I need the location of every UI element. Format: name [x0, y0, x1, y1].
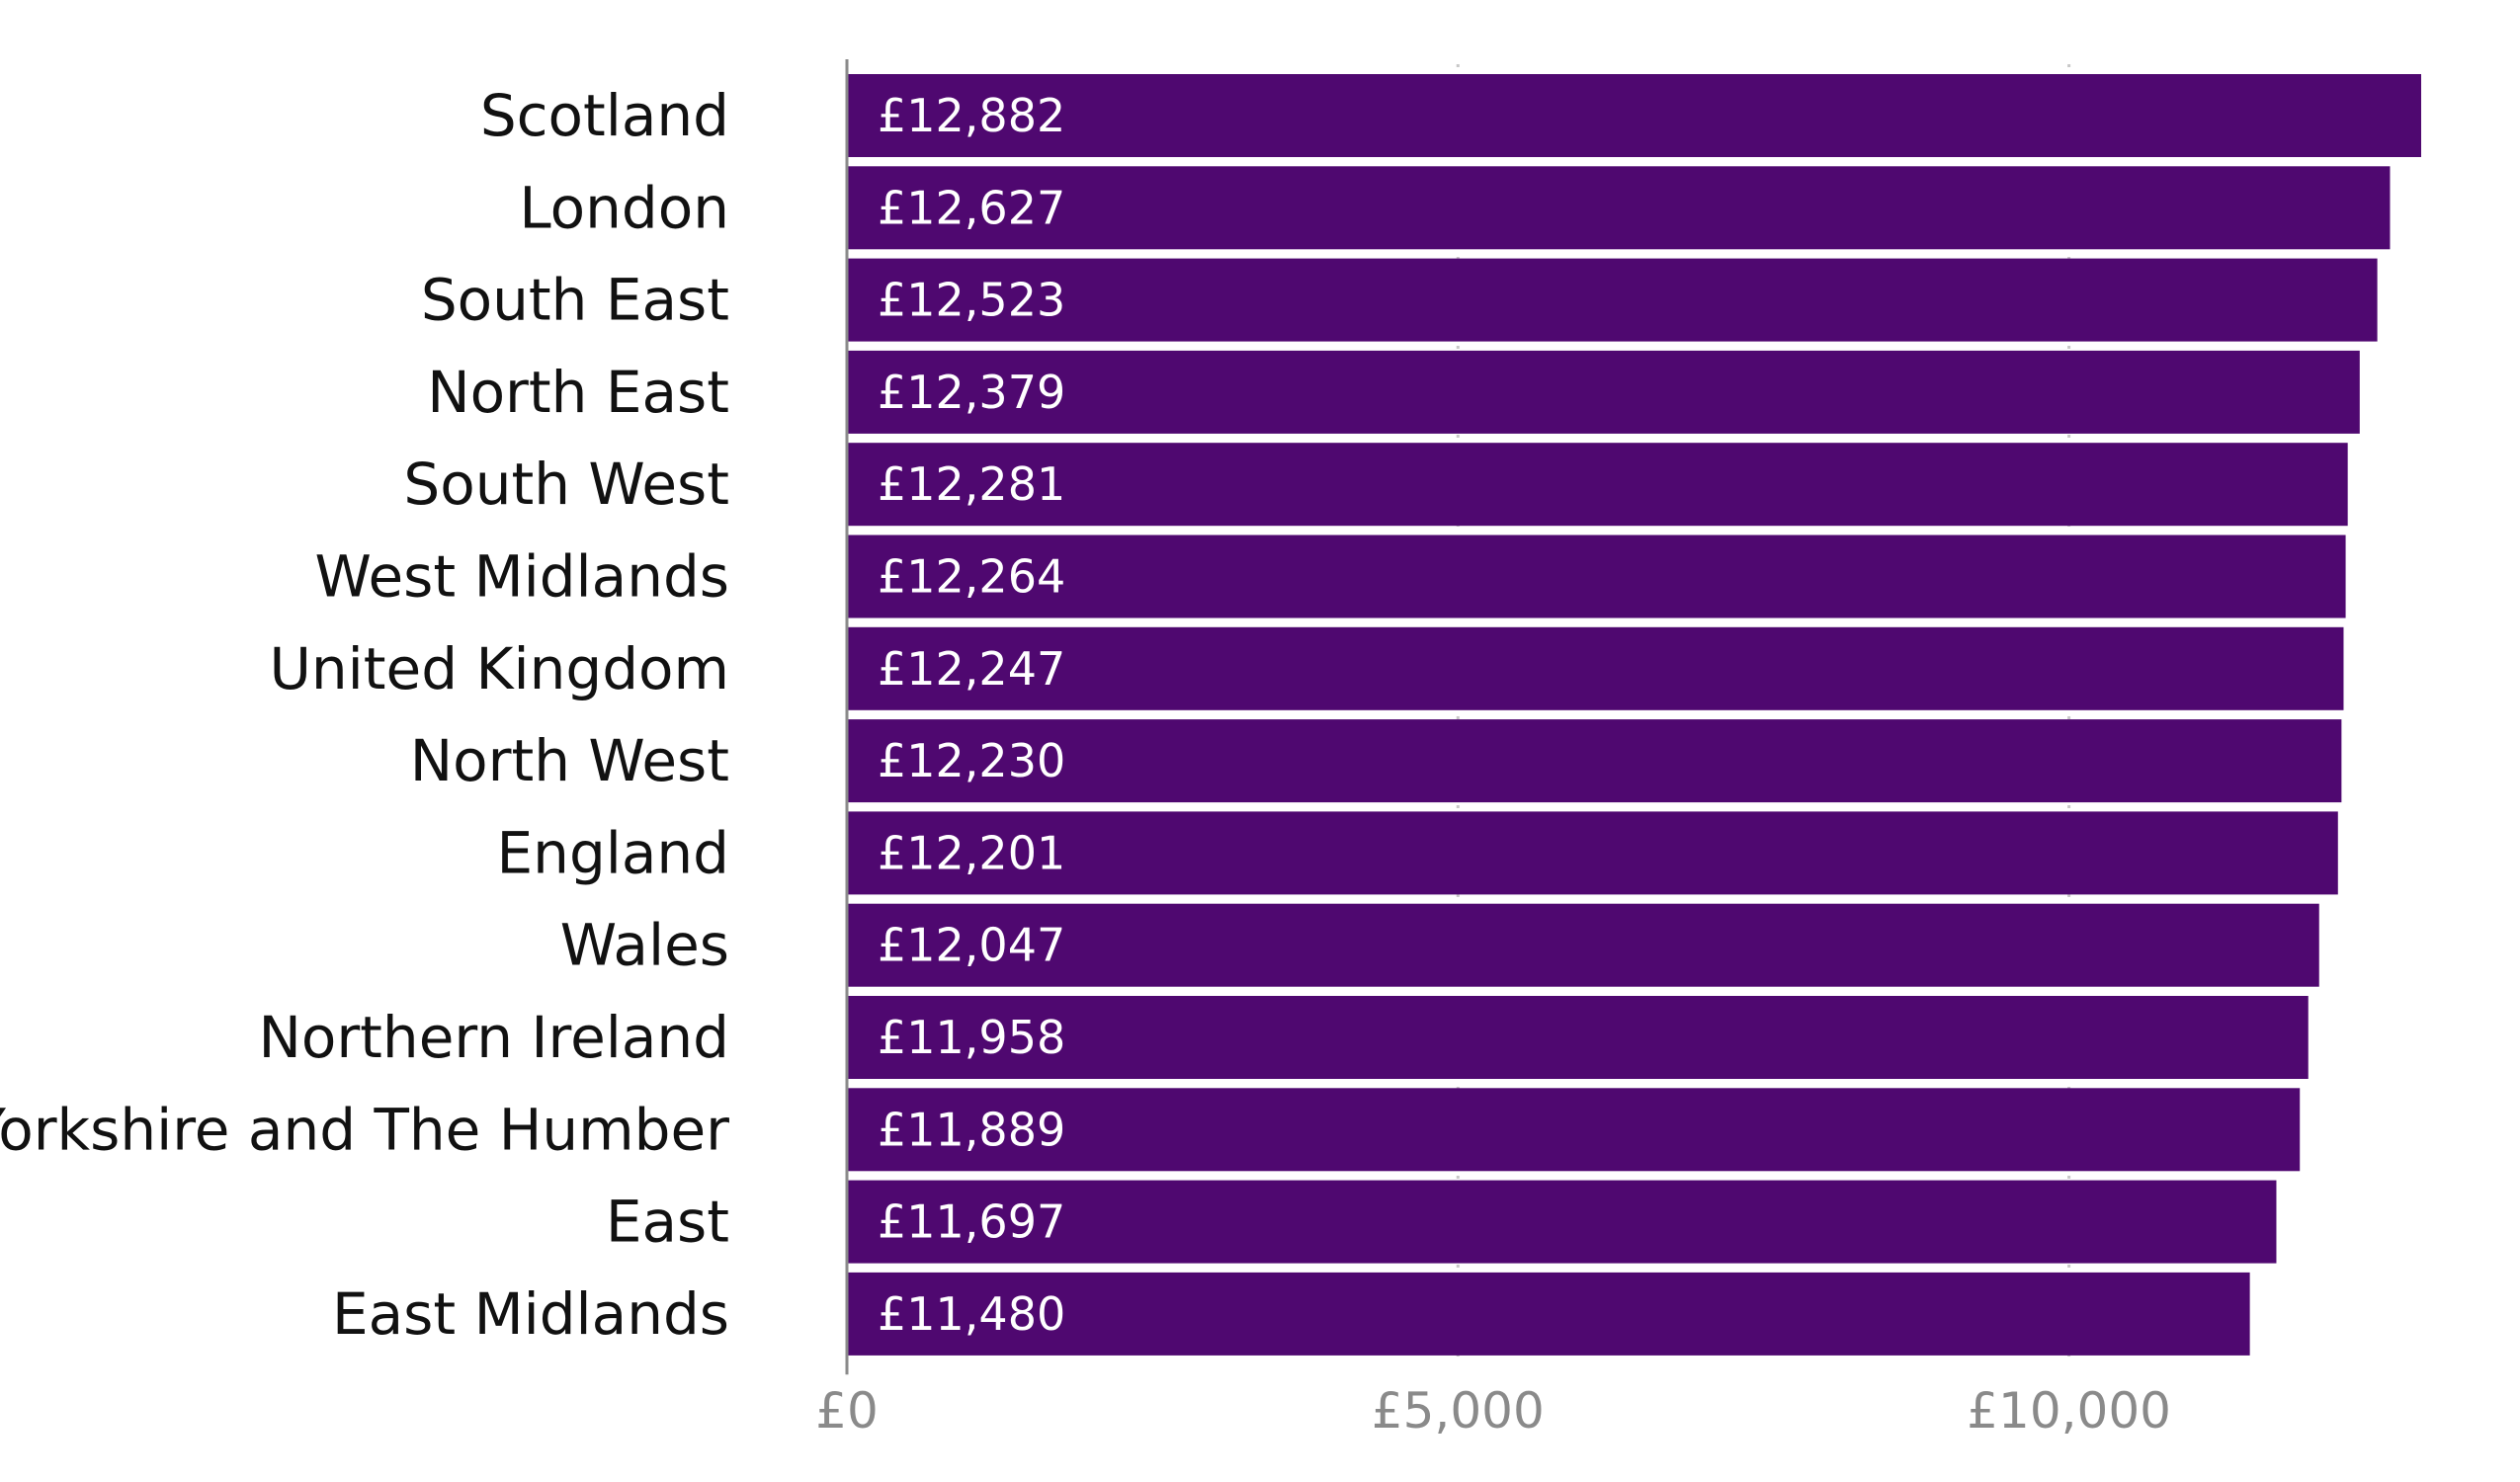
value-label-8: £12,201 [878, 826, 1065, 879]
category-labels: Scotland London South East North East South … [0, 82, 729, 1348]
category-label-1: London [519, 174, 729, 241]
bar-13 [847, 1272, 2250, 1356]
bar-5 [847, 535, 2346, 618]
value-label-13: £11,480 [878, 1287, 1065, 1341]
bar-11 [847, 1088, 2301, 1172]
category-label-12: East [606, 1189, 729, 1256]
value-label-7: £12,230 [878, 734, 1065, 787]
value-labels: £12,882 £12,627 £12,523 £12,379 £12,281 £12,2… [878, 89, 1065, 1341]
category-label-0: Scotland [480, 82, 729, 149]
value-label-1: £12,627 [878, 181, 1065, 234]
category-label-4: South West [403, 451, 729, 518]
value-label-6: £12,247 [878, 642, 1065, 696]
bar-3 [847, 350, 2360, 434]
bar-0 [847, 74, 2421, 157]
x-tick-label-2: £10,000 [1967, 1382, 2171, 1440]
category-label-13: East Midlands [332, 1280, 729, 1348]
category-label-6: United Kingdom [269, 635, 729, 702]
value-label-10: £11,958 [878, 1011, 1065, 1064]
x-tick-label-0: £0 [815, 1382, 879, 1440]
bars [847, 74, 2421, 1356]
x-tick-labels: £0 £5,000 £10,000 [815, 1382, 2171, 1440]
value-label-4: £12,281 [878, 457, 1065, 511]
bar-9 [847, 903, 2319, 987]
category-label-5: West Midlands [315, 543, 729, 611]
category-label-11: Yorkshire and The Humber [0, 1096, 729, 1163]
value-label-2: £12,523 [878, 274, 1065, 327]
category-label-2: South East [421, 267, 729, 334]
category-label-9: Wales [560, 912, 729, 979]
x-tick-label-1: £5,000 [1372, 1382, 1545, 1440]
bar-6 [847, 626, 2344, 710]
value-label-5: £12,264 [878, 550, 1065, 604]
bar-10 [847, 996, 2309, 1079]
value-label-3: £12,379 [878, 366, 1065, 419]
category-label-10: Northern Ireland [258, 1004, 729, 1071]
bar-7 [847, 719, 2342, 803]
category-label-8: England [497, 819, 729, 886]
value-label-9: £12,047 [878, 919, 1065, 972]
bar-2 [847, 258, 2378, 342]
value-label-11: £11,889 [878, 1103, 1065, 1156]
bar-12 [847, 1180, 2277, 1264]
value-label-0: £12,882 [878, 89, 1065, 142]
value-label-12: £11,697 [878, 1195, 1065, 1249]
bar-8 [847, 811, 2338, 895]
category-label-7: North West [410, 727, 729, 794]
category-label-3: North East [427, 359, 729, 426]
bar-1 [847, 166, 2391, 250]
bar-4 [847, 443, 2348, 527]
